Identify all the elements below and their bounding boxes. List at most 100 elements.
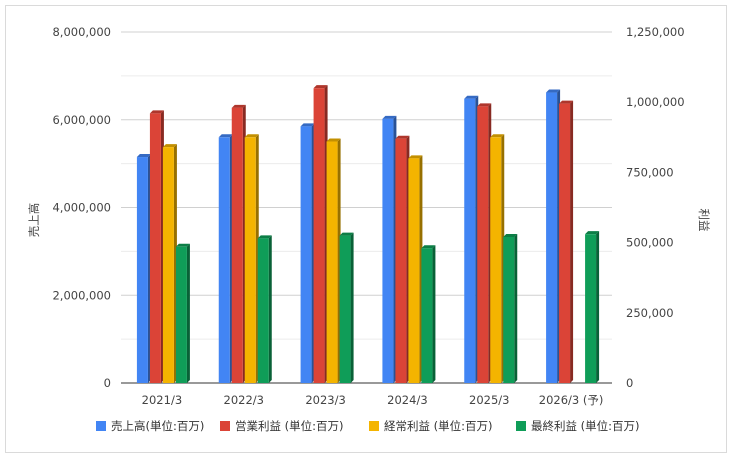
bar-5-0 [546, 89, 561, 384]
bar-top [136, 154, 151, 158]
gridlines [121, 31, 612, 384]
bar-top [149, 110, 164, 114]
bar-3-1 [395, 135, 410, 383]
bar-side [514, 233, 518, 383]
bar-side [596, 231, 600, 383]
bar-top [421, 245, 436, 249]
bar-front [257, 238, 269, 383]
x-tick-label: 2022/3 [224, 393, 264, 407]
bar-1-3 [257, 235, 272, 383]
bar-top [326, 138, 341, 142]
bar-side [432, 245, 436, 383]
bar-top [408, 155, 423, 159]
left-axis-title: 売上高 [27, 203, 41, 238]
left-axis-ticks: 0 2,000,000 4,000,000 6,000,000 8,000,000 [52, 25, 111, 390]
bar-top [257, 235, 272, 239]
bar-top [300, 123, 315, 127]
bar-1-1 [231, 104, 246, 383]
x-tick-label: 2021/3 [142, 393, 182, 407]
right-tick-label: 750,000 [626, 165, 674, 179]
bar-top [313, 85, 328, 89]
bar-front [477, 106, 489, 384]
bar-2-1 [313, 85, 328, 383]
right-axis-ticks: 0 250,000 500,000 750,000 1,000,000 1,250,000 [626, 25, 685, 390]
bar-top [546, 89, 561, 93]
right-tick-label: 250,000 [626, 306, 674, 320]
bar-side [570, 100, 574, 383]
bar-front [339, 235, 351, 383]
bar-top [382, 115, 397, 119]
bar-3-3 [421, 245, 436, 383]
bar-4-0 [464, 95, 479, 383]
bar-0-3 [175, 243, 190, 383]
bar-side [350, 232, 354, 383]
bar-top [464, 95, 479, 99]
bar-2-0 [300, 123, 315, 384]
bar-top [218, 134, 233, 138]
right-tick-label: 1,000,000 [626, 95, 685, 109]
bar-4-1 [477, 103, 492, 384]
bar-2-2 [326, 138, 341, 383]
right-tick-label: 0 [626, 376, 633, 390]
bar-top [162, 144, 177, 148]
bar-front [546, 92, 558, 384]
bar-front [162, 147, 174, 383]
right-tick-label: 500,000 [626, 236, 674, 250]
bar-front [421, 248, 433, 383]
bar-front [395, 138, 407, 383]
bar-front [408, 158, 420, 383]
bar-top [477, 103, 492, 107]
x-tick-label: 2025/3 [469, 393, 509, 407]
legend-item: 営業利益 (単位:百万) [220, 419, 344, 433]
bar-top [231, 104, 246, 108]
bar-top [175, 243, 190, 247]
bar-5-3 [585, 231, 600, 383]
bar-3-2 [408, 155, 423, 383]
legend-label: 売上高(単位:百万) [111, 419, 204, 433]
bar-3-0 [382, 115, 397, 383]
legend-swatch [220, 421, 230, 431]
bar-front [244, 137, 256, 383]
left-tick-label: 8,000,000 [52, 25, 111, 39]
legend-swatch [516, 421, 526, 431]
legend-item: 売上高(単位:百万) [96, 419, 204, 433]
bar-1-2 [244, 134, 259, 383]
bar-5-1 [559, 100, 574, 383]
legend-label: 営業利益 (単位:百万) [235, 419, 344, 433]
left-tick-label: 6,000,000 [52, 113, 111, 127]
bar-front [503, 236, 515, 383]
bar-marks [136, 85, 600, 384]
x-tick-label: 2023/3 [305, 393, 345, 407]
bar-top [490, 134, 505, 138]
bar-front [326, 141, 338, 383]
bar-top [395, 135, 410, 139]
legend-label: 経常利益 (単位:百万) [384, 419, 493, 433]
legend-item: 経常利益 (単位:百万) [369, 419, 493, 433]
bar-top [339, 232, 354, 236]
x-axis-ticks: 2021/3 2022/3 2023/3 2024/3 2025/3 2026/3 (予) [142, 393, 604, 407]
right-tick-label: 1,250,000 [626, 25, 685, 39]
bar-front [559, 103, 571, 383]
bar-top [503, 233, 518, 237]
bar-front [136, 157, 148, 383]
left-tick-label: 4,000,000 [52, 201, 111, 215]
bar-top [559, 100, 574, 104]
right-axis-title: 利益 [697, 209, 711, 232]
bar-front [218, 137, 230, 383]
bar-front [490, 137, 502, 383]
left-tick-label: 0 [104, 376, 111, 390]
bar-1-0 [218, 134, 233, 383]
bar-front [585, 234, 597, 383]
left-tick-label: 2,000,000 [52, 288, 111, 302]
bar-top [585, 231, 600, 235]
x-tick-label: 2026/3 (予) [539, 393, 604, 407]
bar-front [464, 98, 476, 383]
bar-0-1 [149, 110, 164, 383]
bar-top [244, 134, 259, 138]
bar-front [382, 118, 394, 383]
bar-front [313, 88, 325, 383]
bar-front [149, 113, 161, 383]
bar-front [231, 107, 243, 383]
bar-front [175, 246, 187, 383]
bar-4-2 [490, 134, 505, 383]
